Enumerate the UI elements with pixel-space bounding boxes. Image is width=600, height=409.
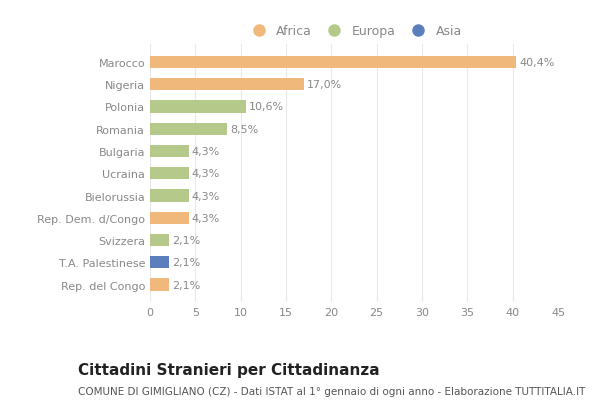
Bar bbox=[150, 212, 189, 225]
Text: 17,0%: 17,0% bbox=[307, 80, 342, 90]
Text: 4,3%: 4,3% bbox=[192, 147, 220, 157]
Text: 2,1%: 2,1% bbox=[172, 258, 200, 267]
Bar bbox=[150, 279, 169, 291]
Bar bbox=[150, 79, 304, 91]
Text: 40,4%: 40,4% bbox=[519, 58, 554, 68]
Bar bbox=[150, 146, 189, 158]
Bar bbox=[150, 123, 227, 135]
Bar bbox=[150, 234, 169, 247]
Text: 4,3%: 4,3% bbox=[192, 169, 220, 179]
Bar bbox=[150, 57, 516, 69]
Bar bbox=[150, 190, 189, 202]
Text: 4,3%: 4,3% bbox=[192, 191, 220, 201]
Bar bbox=[150, 168, 189, 180]
Text: Cittadini Stranieri per Cittadinanza: Cittadini Stranieri per Cittadinanza bbox=[78, 362, 380, 377]
Text: 4,3%: 4,3% bbox=[192, 213, 220, 223]
Text: COMUNE DI GIMIGLIANO (CZ) - Dati ISTAT al 1° gennaio di ogni anno - Elaborazione: COMUNE DI GIMIGLIANO (CZ) - Dati ISTAT a… bbox=[78, 387, 586, 396]
Text: 2,1%: 2,1% bbox=[172, 236, 200, 245]
Text: 8,5%: 8,5% bbox=[230, 124, 258, 135]
Legend: Africa, Europa, Asia: Africa, Europa, Asia bbox=[241, 20, 467, 43]
Text: 10,6%: 10,6% bbox=[249, 102, 284, 112]
Bar bbox=[150, 101, 246, 113]
Text: 2,1%: 2,1% bbox=[172, 280, 200, 290]
Bar bbox=[150, 256, 169, 269]
